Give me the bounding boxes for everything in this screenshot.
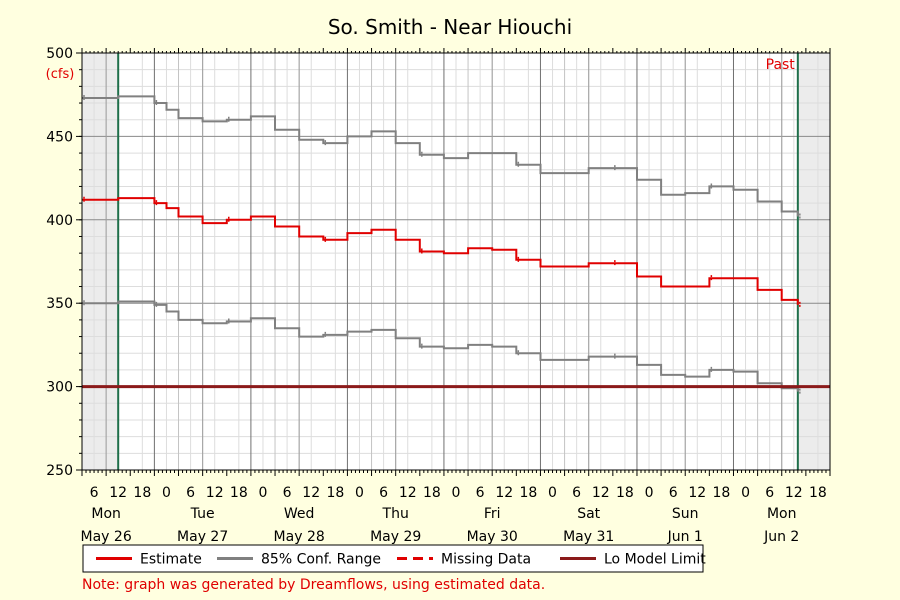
x-hour-label: 18 bbox=[326, 485, 344, 501]
legend-label: Lo Model Limit bbox=[604, 552, 706, 568]
x-day-weekday: Sun bbox=[672, 506, 699, 522]
x-day-date: May 30 bbox=[467, 529, 518, 545]
past-label: Past bbox=[766, 57, 796, 73]
y-axis-unit: (cfs) bbox=[46, 67, 75, 82]
y-tick-label: 300 bbox=[46, 380, 73, 396]
x-hour-label: 12 bbox=[785, 485, 803, 501]
series-layer bbox=[82, 95, 830, 395]
y-tick-label: 400 bbox=[46, 213, 73, 229]
x-hour-label: 18 bbox=[519, 485, 537, 501]
legend: Estimate 85% Conf. Range Missing Data Lo Mo… bbox=[82, 544, 706, 573]
x-hour-label: 18 bbox=[809, 485, 827, 501]
x-day-weekday: Tue bbox=[190, 506, 215, 522]
x-day-weekday: Mon bbox=[767, 506, 797, 522]
x-hour-label: 12 bbox=[688, 485, 706, 501]
past-region bbox=[82, 53, 119, 470]
x-day-weekday: Mon bbox=[91, 506, 121, 522]
x-hour-label: 0 bbox=[259, 485, 268, 501]
x-day-date: May 28 bbox=[274, 529, 325, 545]
legend-label: Missing Data bbox=[441, 552, 531, 568]
x-hour-label: 0 bbox=[162, 485, 171, 501]
x-hour-label: 12 bbox=[206, 485, 224, 501]
x-hour-label: 6 bbox=[572, 485, 581, 501]
legend-label: 85% Conf. Range bbox=[261, 552, 381, 568]
x-day-date: May 26 bbox=[81, 529, 132, 545]
x-hour-label: 12 bbox=[399, 485, 417, 501]
x-hour-label: 6 bbox=[90, 485, 99, 501]
x-hour-label: 6 bbox=[379, 485, 388, 501]
x-day-weekday: Sat bbox=[577, 506, 600, 522]
series-line-upper-conf bbox=[82, 95, 799, 217]
x-hour-label: 6 bbox=[476, 485, 485, 501]
x-hour-label: 0 bbox=[452, 485, 461, 501]
x-day-date: May 27 bbox=[177, 529, 228, 545]
x-hour-label: 0 bbox=[741, 485, 750, 501]
x-day-date: Jun 2 bbox=[763, 529, 799, 545]
chart-title: So. Smith - Near Hiouchi bbox=[328, 15, 572, 39]
y-tick-label: 500 bbox=[46, 46, 73, 62]
x-hour-label: 12 bbox=[109, 485, 127, 501]
series-line-lower-conf bbox=[82, 300, 799, 392]
footnote: Note: graph was generated by Dreamflows,… bbox=[82, 577, 545, 593]
x-hour-label: 12 bbox=[302, 485, 320, 501]
x-hour-label: 12 bbox=[495, 485, 513, 501]
x-day-weekday: Fri bbox=[484, 506, 501, 522]
y-tick-label: 250 bbox=[46, 463, 73, 479]
x-hour-label: 18 bbox=[616, 485, 634, 501]
x-hour-label: 12 bbox=[592, 485, 610, 501]
series-line-estimate bbox=[82, 197, 799, 305]
legend-box bbox=[82, 544, 704, 573]
x-hour-label: 18 bbox=[230, 485, 248, 501]
x-hour-label: 0 bbox=[355, 485, 364, 501]
x-day-weekday: Wed bbox=[284, 506, 315, 522]
x-hour-label: 18 bbox=[713, 485, 731, 501]
x-hour-label: 6 bbox=[283, 485, 292, 501]
x-hour-label: 0 bbox=[645, 485, 654, 501]
x-hour-label: 18 bbox=[423, 485, 441, 501]
x-day-date: May 31 bbox=[563, 529, 614, 545]
legend-label: Estimate bbox=[140, 552, 202, 568]
x-day-date: May 29 bbox=[370, 529, 421, 545]
x-hour-label: 6 bbox=[765, 485, 774, 501]
y-tick-label: 350 bbox=[46, 296, 73, 312]
y-tick-label: 450 bbox=[46, 129, 73, 145]
x-hour-label: 6 bbox=[186, 485, 195, 501]
x-hour-label: 0 bbox=[548, 485, 557, 501]
past-region bbox=[797, 53, 830, 470]
x-hour-label: 6 bbox=[669, 485, 678, 501]
x-day-weekday: Thu bbox=[382, 506, 409, 522]
x-day-date: Jun 1 bbox=[667, 529, 703, 545]
x-hour-label: 18 bbox=[133, 485, 151, 501]
